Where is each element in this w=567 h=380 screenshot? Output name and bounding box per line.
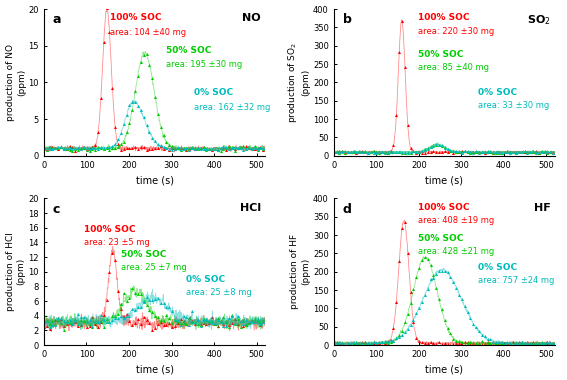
Text: 100% SOC: 100% SOC <box>418 203 469 212</box>
Text: area: 85 ±40 mg: area: 85 ±40 mg <box>418 63 489 72</box>
X-axis label: time (s): time (s) <box>425 364 463 374</box>
Text: 0% SOC: 0% SOC <box>194 88 234 97</box>
Text: 100% SOC: 100% SOC <box>111 13 162 22</box>
Text: b: b <box>342 13 352 27</box>
Text: NO: NO <box>242 13 261 24</box>
X-axis label: time (s): time (s) <box>136 364 174 374</box>
Y-axis label: production of SO$_2$
(ppm): production of SO$_2$ (ppm) <box>286 42 310 123</box>
Text: area: 104 ±40 mg: area: 104 ±40 mg <box>111 28 187 37</box>
Text: 50% SOC: 50% SOC <box>418 50 463 59</box>
Text: HCl: HCl <box>240 203 261 213</box>
Text: area: 33 ±30 mg: area: 33 ±30 mg <box>477 101 549 111</box>
Y-axis label: production of NO
(ppm): production of NO (ppm) <box>6 44 26 121</box>
Text: SO$_2$: SO$_2$ <box>527 13 551 27</box>
Text: 100% SOC: 100% SOC <box>84 225 136 234</box>
Text: area: 757 ±24 mg: area: 757 ±24 mg <box>477 276 554 285</box>
Text: area: 25 ±7 mg: area: 25 ±7 mg <box>121 263 187 272</box>
Text: 0% SOC: 0% SOC <box>477 88 517 97</box>
Y-axis label: production of HF
(ppm): production of HF (ppm) <box>290 234 310 309</box>
Text: 0% SOC: 0% SOC <box>185 275 225 283</box>
Text: 50% SOC: 50% SOC <box>166 46 211 55</box>
Text: 50% SOC: 50% SOC <box>121 250 167 259</box>
X-axis label: time (s): time (s) <box>425 175 463 185</box>
Text: c: c <box>53 203 60 216</box>
Text: a: a <box>53 13 61 27</box>
Text: area: 195 ±30 mg: area: 195 ±30 mg <box>166 60 242 70</box>
Text: 100% SOC: 100% SOC <box>418 13 469 22</box>
Text: d: d <box>342 203 352 216</box>
Y-axis label: production of HCl
(ppm): production of HCl (ppm) <box>6 232 26 311</box>
Text: area: 220 ±30 mg: area: 220 ±30 mg <box>418 27 494 36</box>
Text: 0% SOC: 0% SOC <box>477 263 517 272</box>
Text: area: 428 ±21 mg: area: 428 ±21 mg <box>418 247 494 256</box>
Text: HF: HF <box>534 203 551 213</box>
Text: area: 25 ±8 mg: area: 25 ±8 mg <box>185 288 251 297</box>
Text: area: 23 ±5 mg: area: 23 ±5 mg <box>84 238 150 247</box>
Text: area: 162 ±32 mg: area: 162 ±32 mg <box>194 103 271 112</box>
Text: 50% SOC: 50% SOC <box>418 234 463 242</box>
X-axis label: time (s): time (s) <box>136 175 174 185</box>
Text: area: 408 ±19 mg: area: 408 ±19 mg <box>418 216 494 225</box>
